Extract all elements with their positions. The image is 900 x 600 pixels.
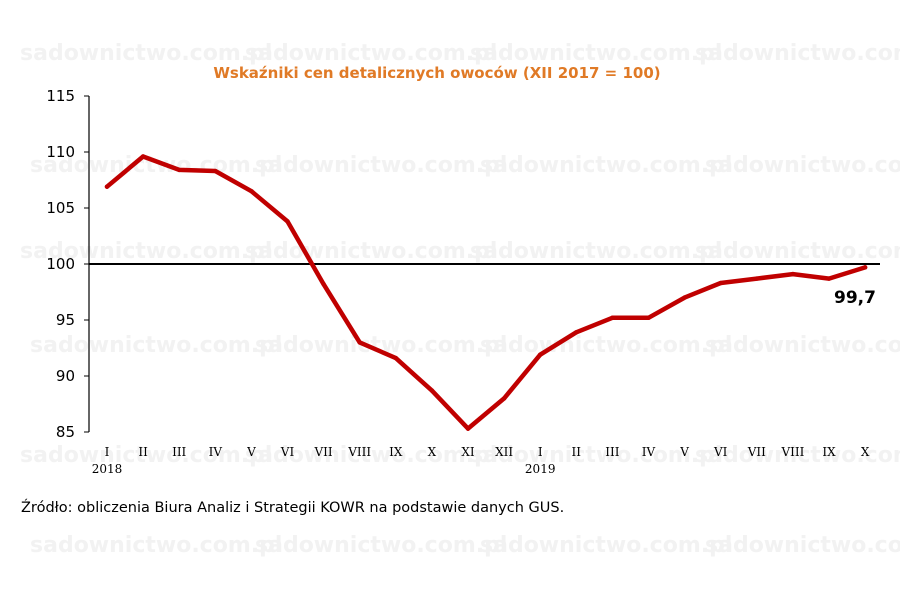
watermark-text: sadownictwo.com.pl <box>30 333 282 358</box>
data-point <box>213 168 218 174</box>
y-tick-label: 95 <box>56 311 75 329</box>
watermark-text: sadownictwo.com.pl <box>695 239 900 264</box>
data-point <box>862 265 868 270</box>
series-layer <box>104 154 868 431</box>
year-label: 2018 <box>92 462 123 476</box>
data-point <box>826 276 832 281</box>
y-axis: 85 90 95 100 105 110 115 <box>46 87 880 441</box>
watermark-text: sadownictwo.com.pl <box>255 333 507 358</box>
watermark-text: sadownictwo.com.pl <box>705 533 900 558</box>
x-tick-label: VIII <box>347 445 371 459</box>
x-tick-label: XI <box>461 445 475 459</box>
x-tick-label: II <box>572 445 582 459</box>
data-point <box>790 271 796 277</box>
y-tick-label: 115 <box>46 87 75 105</box>
watermark-text: sadownictwo.com.pl <box>20 239 272 264</box>
watermark-text: sadownictwo.com.pl <box>470 443 722 468</box>
data-point <box>646 315 651 320</box>
x-tick-label: V <box>246 445 256 459</box>
data-point <box>104 184 110 189</box>
watermark-text: sadownictwo.com.pl <box>705 333 900 358</box>
year-label: 2019 <box>525 462 556 476</box>
watermark-text: sadownictwo.com.pl <box>255 533 507 558</box>
data-point <box>321 281 326 287</box>
data-point <box>177 167 182 173</box>
watermark-text: sadownictwo.com.pl <box>705 153 900 178</box>
watermark-text: sadownictwo.com.pl <box>470 239 722 264</box>
watermark-text: sadownictwo.com.pl <box>30 533 282 558</box>
x-tick-label: X <box>861 445 870 459</box>
watermark-text: sadownictwo.com.pl <box>480 153 732 178</box>
data-point <box>538 352 543 357</box>
source-note: Źródło: obliczenia Biura Analiz i Strate… <box>21 500 565 516</box>
watermark-text: sadownictwo.com.pl <box>695 443 900 468</box>
x-tick-label: X <box>428 445 437 459</box>
x-axis: I II III IV V VI VII VIII IX X XI XII I II III IV V VI VII… <box>92 445 870 476</box>
x-tick-label: I <box>105 445 110 459</box>
x-tick-label: II <box>138 445 148 459</box>
x-tick-label: IV <box>642 445 656 459</box>
watermark-text: sadownictwo.com.pl <box>30 153 282 178</box>
data-point <box>682 295 687 300</box>
data-point <box>393 355 398 361</box>
y-tick-label: 110 <box>46 143 75 161</box>
watermark-layer: sadownictwo.com.plsadownictwo.com.plsado… <box>20 41 900 558</box>
watermark-text: sadownictwo.com.pl <box>695 41 900 66</box>
x-tick-label: III <box>172 445 186 459</box>
data-point <box>429 388 435 393</box>
y-tick-label: 100 <box>46 255 75 273</box>
data-point <box>718 280 723 286</box>
data-point <box>285 219 290 224</box>
data-point <box>465 426 471 431</box>
watermark-text: sadownictwo.com.pl <box>20 41 272 66</box>
y-tick-label: 105 <box>46 199 75 217</box>
data-point <box>140 154 146 159</box>
x-tick-label: IX <box>822 445 836 459</box>
data-point <box>501 396 507 401</box>
x-tick-label: VIII <box>780 445 804 459</box>
x-tick-label: VII <box>747 445 766 459</box>
chart-title: Wskaźniki cen detalicznych owoców (XII 2… <box>213 64 660 82</box>
y-tick-label: 85 <box>56 423 75 441</box>
watermark-text: sadownictwo.com.pl <box>480 333 732 358</box>
x-tick-label: VI <box>713 445 728 459</box>
x-tick-label: IX <box>389 445 403 459</box>
data-point <box>610 315 615 320</box>
x-tick-label: IV <box>209 445 223 459</box>
x-tick-label: VI <box>280 445 295 459</box>
watermark-text: sadownictwo.com.pl <box>245 443 497 468</box>
watermark-text: sadownictwo.com.pl <box>20 443 272 468</box>
x-tick-label: VII <box>314 445 333 459</box>
x-tick-label: XII <box>495 445 513 459</box>
watermark-text: sadownictwo.com.pl <box>255 153 507 178</box>
data-point <box>249 189 254 194</box>
watermark-text: sadownictwo.com.pl <box>470 41 722 66</box>
data-point <box>357 340 362 345</box>
watermark-text: sadownictwo.com.pl <box>245 239 497 264</box>
watermark-text: sadownictwo.com.pl <box>245 41 497 66</box>
series-line <box>104 154 868 431</box>
x-tick-label: V <box>679 445 689 459</box>
y-tick-label: 90 <box>56 367 75 385</box>
data-point <box>754 276 759 281</box>
watermark-text: sadownictwo.com.pl <box>480 533 732 558</box>
data-point <box>574 330 579 335</box>
x-tick-label: I <box>538 445 543 459</box>
end-value-label: 99,7 <box>834 288 876 308</box>
x-tick-label: III <box>605 445 619 459</box>
